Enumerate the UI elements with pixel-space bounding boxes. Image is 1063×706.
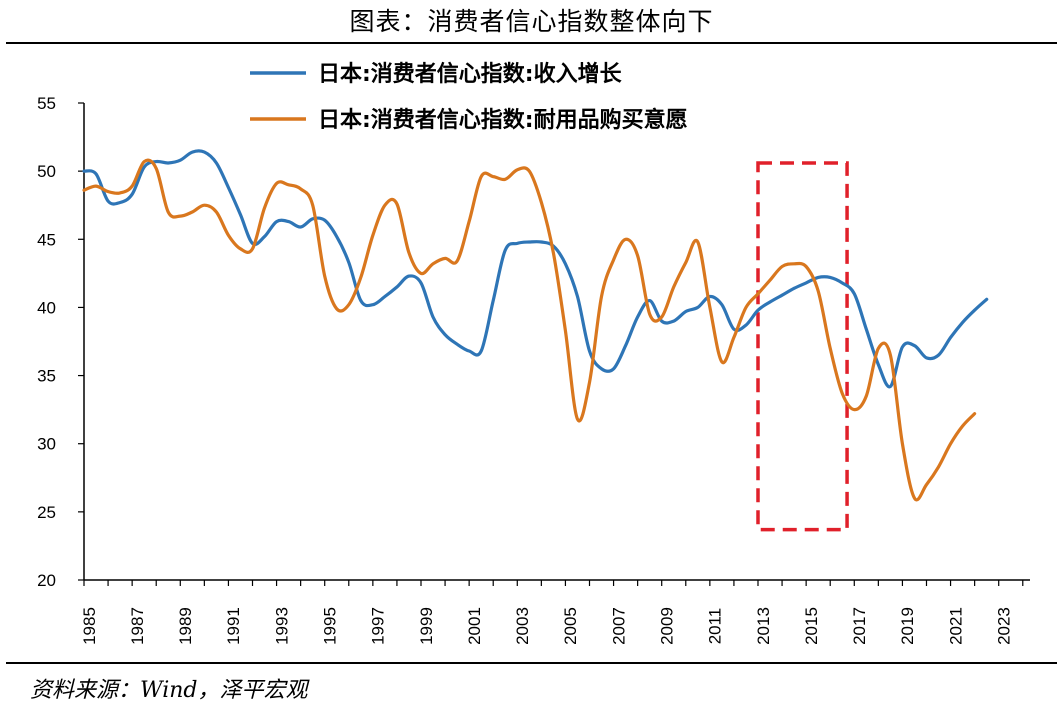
x-tick-label: 2007 bbox=[609, 607, 628, 645]
x-tick-label: 1985 bbox=[80, 607, 99, 645]
x-tick-label: 2005 bbox=[561, 607, 580, 645]
top-rule bbox=[6, 42, 1057, 44]
source-note: 资料来源：Wind，泽平宏观 bbox=[30, 678, 308, 703]
x-tick-label: 2023 bbox=[995, 607, 1014, 645]
y-tick-label: 55 bbox=[37, 94, 56, 113]
x-tick-label: 1997 bbox=[369, 607, 388, 645]
bottom-rule bbox=[6, 662, 1057, 664]
x-tick-label: 2009 bbox=[658, 607, 677, 645]
y-tick-label: 25 bbox=[37, 503, 56, 522]
legend-label: 日本:消费者信心指数:耐用品购买意愿 bbox=[318, 107, 688, 133]
annotations bbox=[756, 161, 849, 532]
x-tick-label: 1999 bbox=[417, 607, 436, 645]
series-line-durables-purchase bbox=[82, 158, 977, 502]
x-tick-label: 2019 bbox=[898, 607, 917, 645]
y-tick-label: 40 bbox=[37, 298, 56, 317]
x-tick-label: 2013 bbox=[754, 607, 773, 645]
y-tick-label: 35 bbox=[37, 367, 56, 386]
y-tick-label: 50 bbox=[37, 162, 56, 181]
y-tick-label: 30 bbox=[37, 435, 56, 454]
axes: 20 25 30 35 40 45 50 55 1985 1987 1989 1991 1993 1995… bbox=[37, 94, 1030, 645]
x-tick-label: 2015 bbox=[802, 607, 821, 645]
y-tick-label: 20 bbox=[37, 571, 56, 590]
series-lines bbox=[82, 149, 989, 502]
x-tick-label: 1995 bbox=[321, 607, 340, 645]
x-tick-label: 2017 bbox=[850, 607, 869, 645]
highlight-dashed-box bbox=[756, 161, 849, 532]
legend-label: 日本:消费者信心指数:收入增长 bbox=[318, 61, 623, 87]
x-tick-label: 1991 bbox=[224, 607, 243, 645]
x-tick-label: 1993 bbox=[272, 607, 291, 645]
series-line-income-growth bbox=[82, 149, 989, 389]
x-tick-label: 1989 bbox=[176, 607, 195, 645]
x-tick-label: 2003 bbox=[513, 607, 532, 645]
chart-title: 图表：消费者信心指数整体向下 bbox=[349, 7, 714, 36]
x-tick-label: 2011 bbox=[706, 608, 725, 645]
y-tick-label: 45 bbox=[37, 230, 56, 249]
x-tick-label: 1987 bbox=[128, 607, 147, 645]
x-tick-label: 2001 bbox=[465, 607, 484, 645]
x-tick-label: 2021 bbox=[946, 607, 965, 645]
